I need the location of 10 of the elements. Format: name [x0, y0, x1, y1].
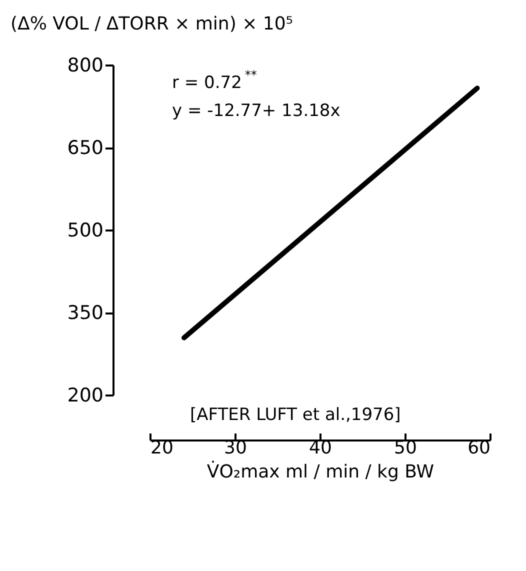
y-tick-label: 500 [67, 220, 104, 242]
annotation: r = 0.72** [172, 68, 257, 93]
annotation: y = -12.77+ 13.18x [172, 101, 340, 121]
y-tick-label: 200 [67, 384, 104, 406]
text: [AFTER LUFT et al.,1976] [190, 405, 401, 425]
x-axis-title: V̇O₂max ml / min / kg BW [206, 460, 434, 482]
y-axis-title: (Δ% VOL / ΔTORR × min) × 10⁵ [10, 14, 293, 34]
y-tick-label: 350 [67, 302, 104, 324]
y-tick-label: 800 [67, 54, 104, 76]
y-tick-label: 650 [67, 137, 104, 159]
